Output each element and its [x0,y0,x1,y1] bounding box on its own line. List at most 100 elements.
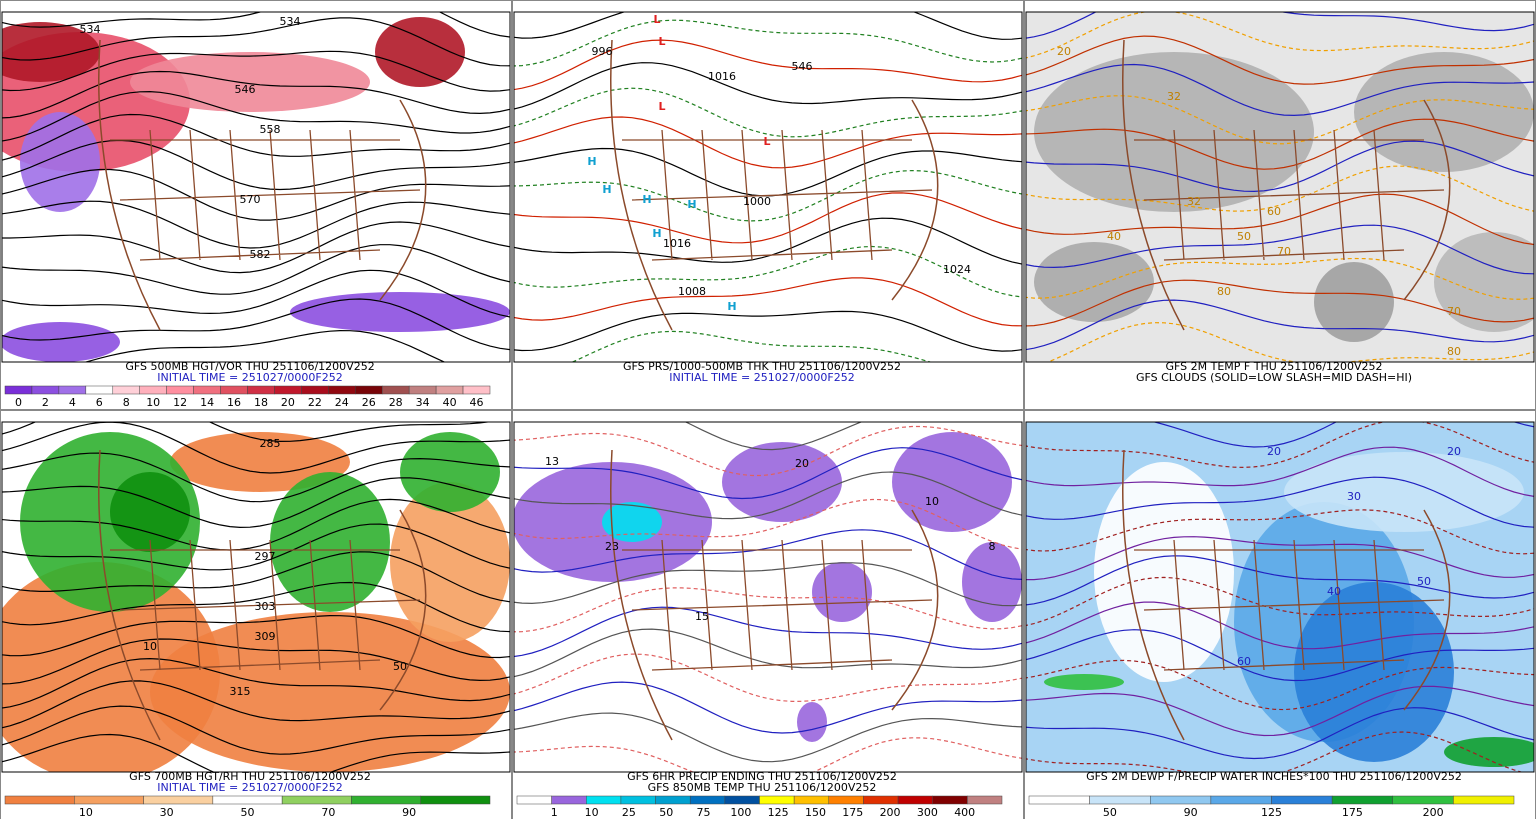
colorbar-label: 200 [1423,806,1444,819]
map-border [1025,421,1535,773]
map: 297 303 309 315 285 10 50 [2,422,510,772]
colorbar-label: 30 [160,806,174,819]
map-border [513,11,1023,363]
contour-line [514,310,1022,352]
contour-label: 20 [1447,445,1461,458]
contour-line [1026,707,1534,760]
map-shading [1034,242,1154,322]
contour-line [2,90,510,142]
map-shading [812,562,872,622]
contour-label: 315 [230,685,251,698]
contour-line [2,113,510,161]
contour-line [514,39,1022,91]
map-shading [602,502,662,542]
contour-line [1026,118,1534,170]
map-shading [20,112,100,212]
contour-label: 546 [235,83,256,96]
contour-line [1026,140,1534,193]
colorbar-swatch [655,795,691,805]
contour-label: 996 [592,45,613,58]
contour-line [1026,224,1534,275]
contour-line [1026,279,1534,327]
colorbar-swatch [1210,795,1272,805]
contour-label: 1008 [678,285,706,298]
contour-label: 70 [1447,305,1461,318]
map-border [1,11,511,363]
contour-label: 534 [80,23,101,36]
contour-line [1026,299,1534,351]
panel: 13 23 20 10 8 15 GFS 6HR PRECIP ENDING THU 251… [512,410,1024,819]
colorbar-label: 28 [389,396,403,409]
contour-line [514,87,1022,138]
colorbar-label: 400 [954,806,975,819]
panel: 20 30 40 50 60 20 GFS 2M DEWP F/PRECIP WATER I… [1024,410,1536,819]
colorbar-swatch [4,385,33,395]
contour-label: 285 [260,437,281,450]
colorbar-label: 1 [551,806,558,819]
contour-line [1026,576,1534,627]
contour-label: 15 [695,610,709,623]
colorbar-swatch [967,795,1003,805]
contour-label: 20 [1267,445,1281,458]
contour-line [2,50,510,92]
contour-line [1026,257,1534,300]
colorbar-swatch [1028,795,1090,805]
colorbar-swatch [74,795,144,805]
colorbar-label: 46 [470,396,484,409]
contour-label: 582 [250,248,271,261]
contour-line [514,217,1022,265]
contour-line [1026,536,1534,581]
pressure-center: L [658,35,665,48]
contour-line [514,529,1022,580]
contour-line [514,277,1022,327]
caption: INITIAL TIME = 251027/0000F252 [157,371,342,384]
contour-label: 32 [1187,195,1201,208]
state-borders [1134,129,1445,261]
coastline [610,449,939,741]
colorbar-swatch [1089,795,1151,805]
caption: INITIAL TIME = 251027/0000F252 [669,371,854,384]
contour-line [2,12,510,38]
map-border [513,421,1023,773]
contour-label: 570 [240,193,261,206]
contour-line [1026,659,1534,711]
colorbar-swatch [166,385,194,395]
contour-line [514,606,1022,658]
state-borders [622,539,933,671]
map-shading [270,472,390,612]
contour-line [1026,685,1534,737]
colorbar-swatch [620,795,656,805]
contour-line [1026,731,1524,772]
colorbar-swatch [435,385,464,395]
colorbar-swatch [85,385,114,395]
colorbar-label: 2 [42,396,49,409]
pressure-center: H [727,300,736,313]
contour-label: 8 [989,540,996,553]
colorbar-swatch [420,795,491,805]
contour-line [1026,95,1534,145]
contour-label: 13 [545,455,559,468]
contour-line [2,70,510,119]
contour-label: 303 [255,600,276,613]
pressure-center: L [658,100,665,113]
caption: GFS 500MB HGT/VOR THU 251106/1200V252 [125,360,374,373]
contour-label: 20 [795,457,809,470]
contour-line [1026,509,1534,555]
contour-line [514,471,1022,520]
contour-line [1026,629,1534,682]
contour-line [514,587,1022,633]
colorbar-swatch [863,795,899,805]
colorbar-swatch [220,385,248,395]
colorbar-label: 14 [200,396,214,409]
map-shading [1444,737,1534,767]
colorbar-swatch [897,795,933,805]
pressure-center: H [602,183,611,196]
colorbar-swatch [58,385,87,395]
contour-line [1026,476,1534,528]
map-shading [1044,674,1124,690]
map-shading [375,17,465,87]
caption: GFS CLOUDS (SOLID=LOW SLASH=MID DASH=HI) [1136,371,1412,384]
colorbar-label: 18 [254,396,268,409]
contour-label: 1024 [943,263,971,276]
